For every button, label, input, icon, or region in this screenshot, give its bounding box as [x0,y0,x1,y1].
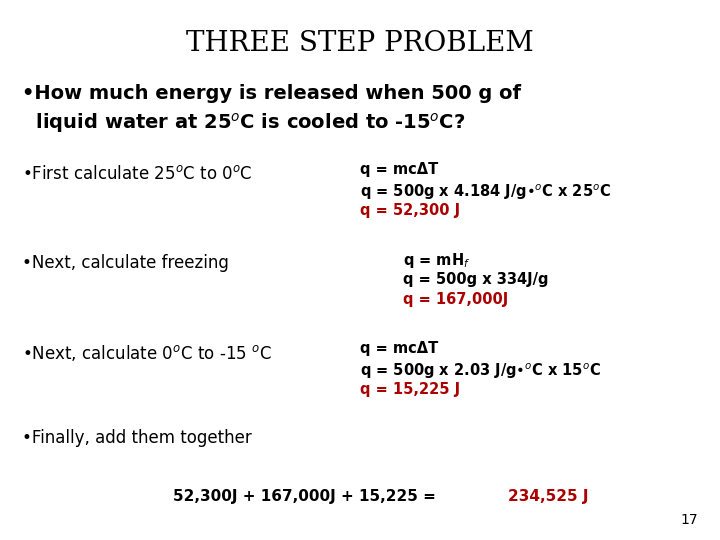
Text: •First calculate 25$^{o}$C to 0$^{o}$C: •First calculate 25$^{o}$C to 0$^{o}$C [22,165,252,183]
Text: q = 52,300 J: q = 52,300 J [360,203,460,218]
Text: 17: 17 [681,512,698,526]
Text: 234,525 J: 234,525 J [508,489,588,504]
Text: q = 15,225 J: q = 15,225 J [360,382,460,397]
Text: •Next, calculate freezing: •Next, calculate freezing [22,254,228,272]
Text: q = mH$_{f}$: q = mH$_{f}$ [403,251,471,270]
Text: •Finally, add them together: •Finally, add them together [22,429,251,447]
Text: THREE STEP PROBLEM: THREE STEP PROBLEM [186,30,534,57]
Text: q = 500g x 4.184 J/g•$^{o}$C x 25$^{o}$C: q = 500g x 4.184 J/g•$^{o}$C x 25$^{o}$C [360,183,611,202]
Text: •Next, calculate 0$^{o}$C to -15 $^{o}$C: •Next, calculate 0$^{o}$C to -15 $^{o}$C [22,343,271,363]
Text: •How much energy is released when 500 g of: •How much energy is released when 500 g … [22,84,521,103]
Text: q = 167,000J: q = 167,000J [403,292,508,307]
Text: liquid water at 25$^{o}$C is cooled to -15$^{o}$C?: liquid water at 25$^{o}$C is cooled to -… [22,111,465,134]
Text: q = 500g x 334J/g: q = 500g x 334J/g [403,272,549,287]
Text: q = mcΔT: q = mcΔT [360,162,438,177]
Text: 52,300J + 167,000J + 15,225 =: 52,300J + 167,000J + 15,225 = [173,489,441,504]
Text: q = mcΔT: q = mcΔT [360,341,438,356]
Text: q = 500g x 2.03 J/g•$^{o}$C x 15$^{o}$C: q = 500g x 2.03 J/g•$^{o}$C x 15$^{o}$C [360,362,600,381]
